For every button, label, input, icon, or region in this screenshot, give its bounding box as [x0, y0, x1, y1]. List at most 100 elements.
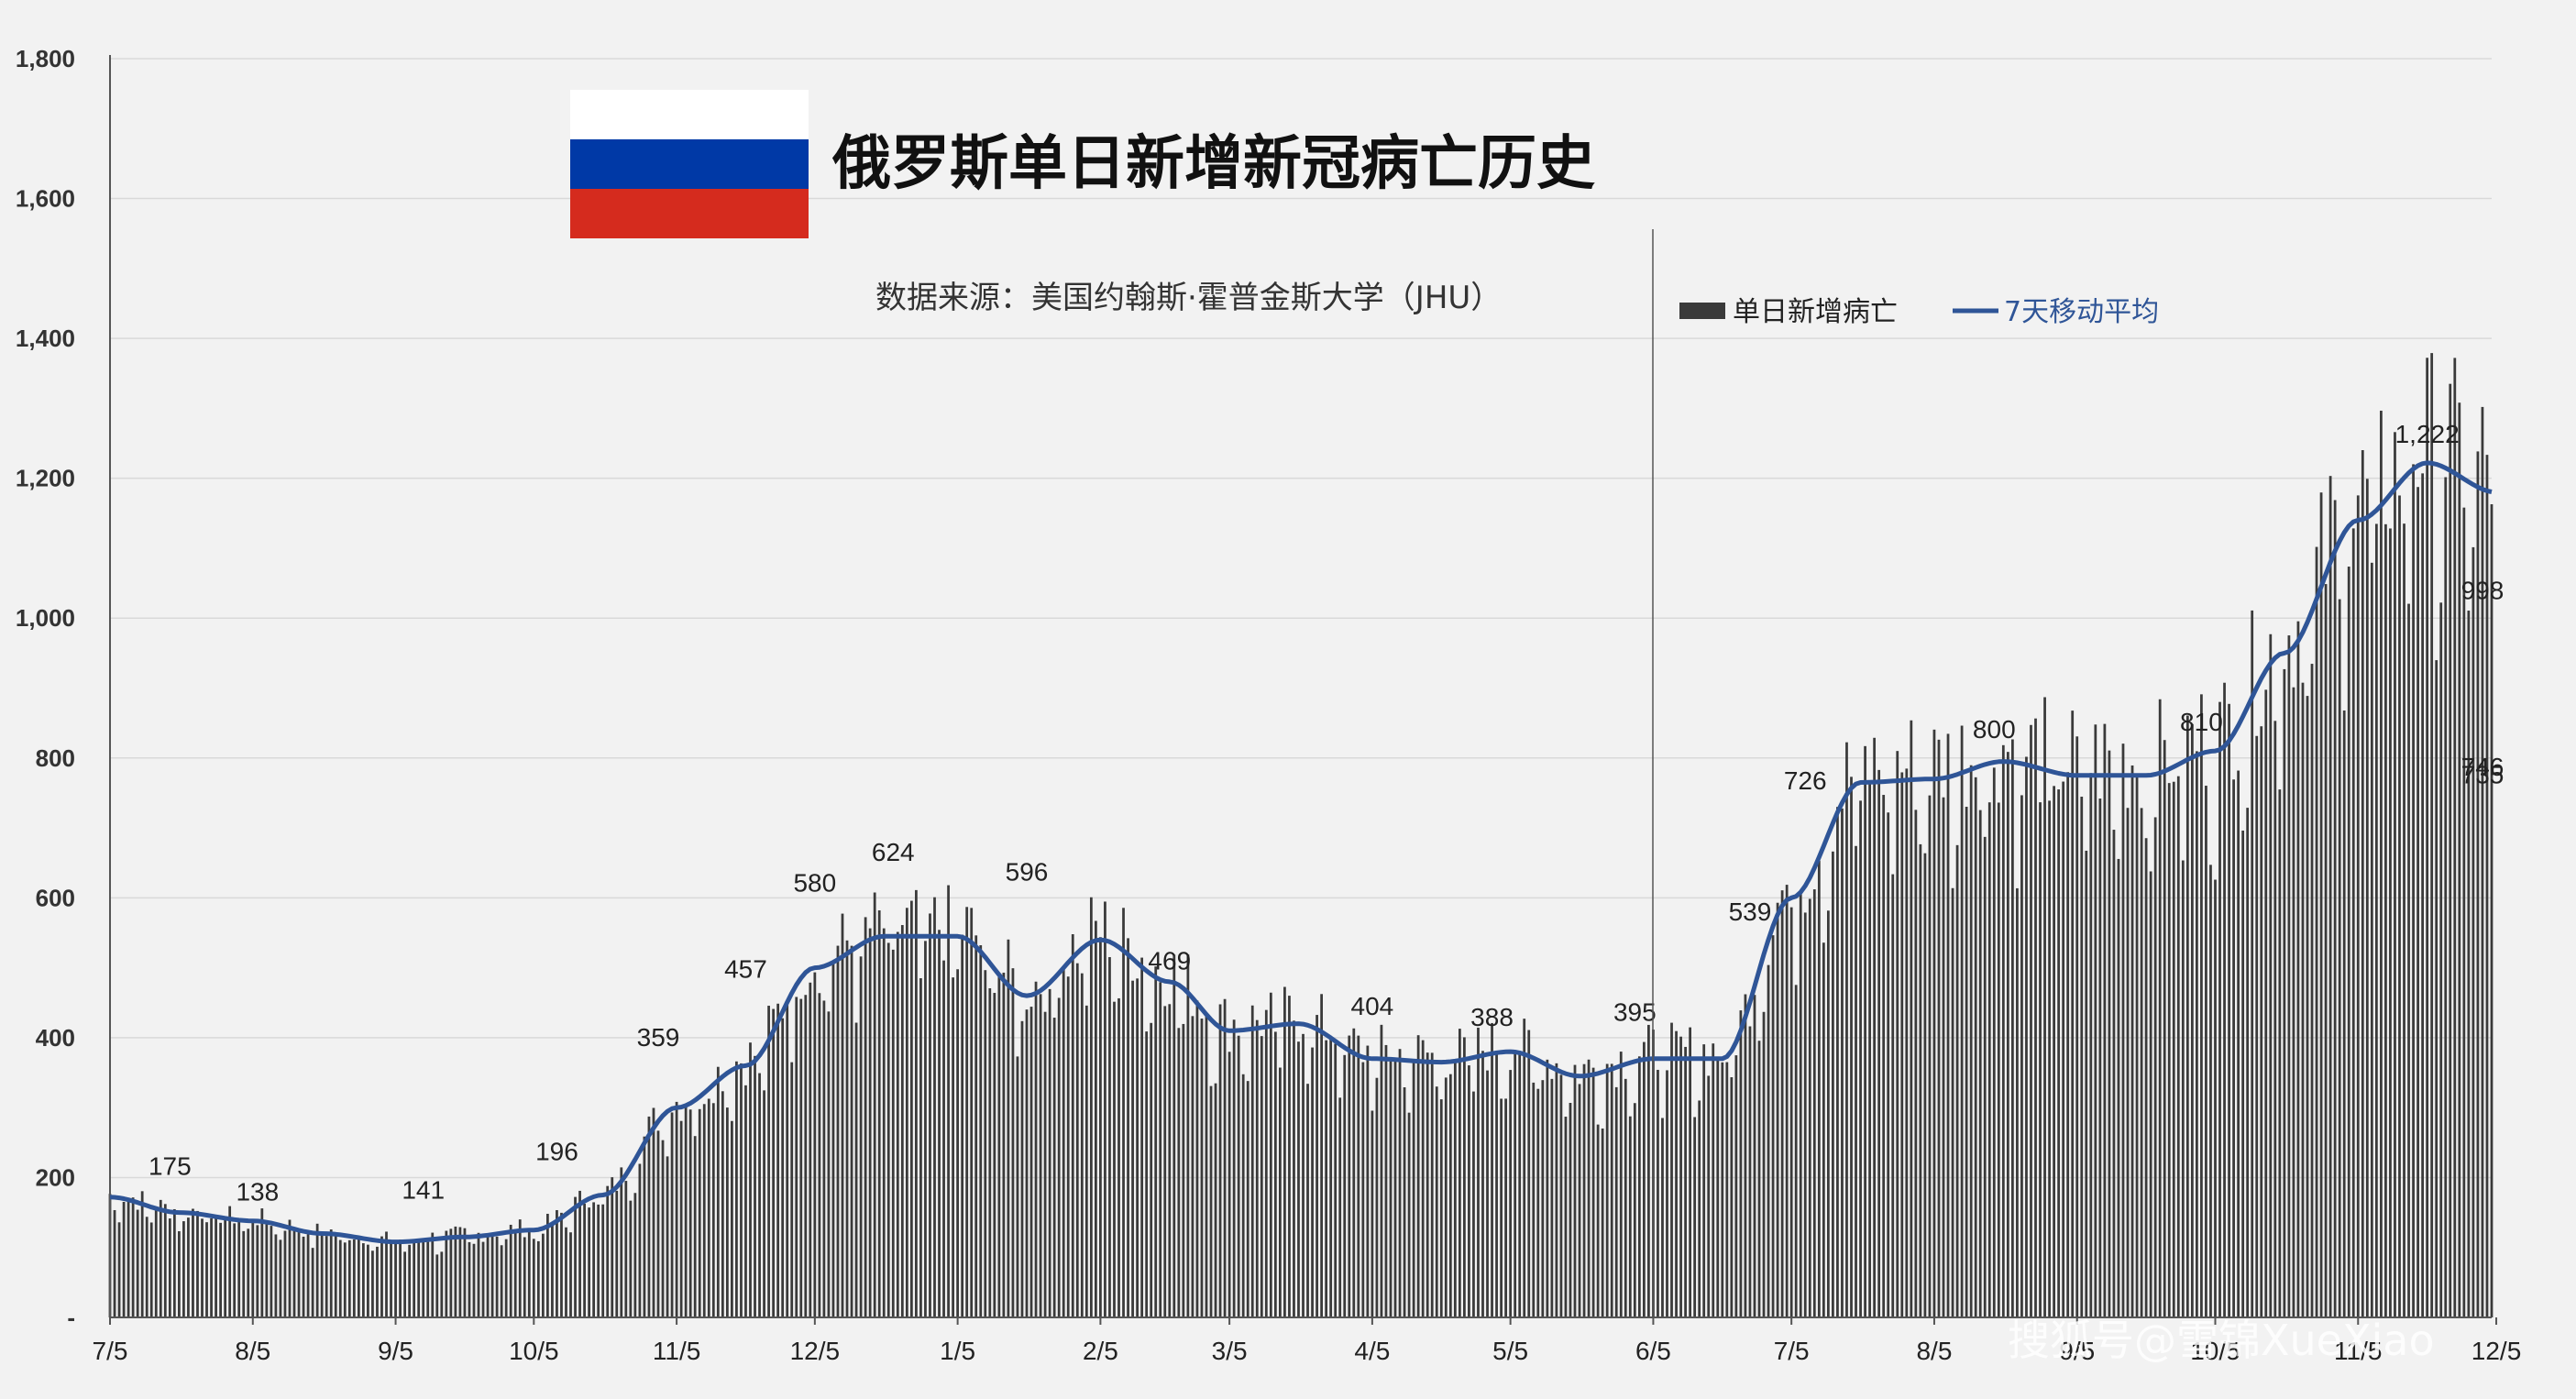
daily-bar — [1762, 1011, 1766, 1317]
daily-bar — [2237, 770, 2240, 1317]
daily-bar — [1052, 1018, 1056, 1317]
daily-bar — [1702, 1044, 1706, 1317]
x-tick-label: 12/5 — [2471, 1337, 2522, 1365]
daily-bar — [776, 1003, 780, 1317]
daily-bar — [905, 908, 908, 1317]
daily-bar — [1486, 1070, 1489, 1317]
daily-bar — [159, 1199, 162, 1317]
daily-bar — [2380, 410, 2383, 1317]
daily-bar — [219, 1222, 222, 1317]
daily-bar — [1900, 772, 1904, 1317]
daily-bar — [1145, 1031, 1149, 1317]
daily-bar — [2080, 796, 2084, 1317]
daily-bar — [845, 940, 849, 1317]
daily-bar — [2048, 800, 2051, 1317]
daily-bar — [643, 1136, 646, 1317]
daily-bar — [1657, 1069, 1659, 1317]
daily-bar — [1269, 992, 1272, 1317]
daily-bar — [1177, 1028, 1181, 1317]
daily-bar — [822, 1000, 826, 1317]
daily-bar — [399, 1239, 402, 1317]
daily-bar — [2439, 602, 2443, 1317]
daily-bar — [274, 1234, 278, 1317]
x-tick-label: 7/5 — [93, 1337, 128, 1365]
daily-bar — [2089, 773, 2093, 1317]
daily-bar — [1316, 1015, 1318, 1317]
daily-bar — [394, 1240, 397, 1317]
daily-bar — [772, 1008, 776, 1317]
daily-bar — [666, 1156, 669, 1317]
ma-line — [109, 460, 2493, 1245]
daily-bar — [177, 1230, 181, 1317]
daily-bar — [1955, 844, 1959, 1317]
daily-bar — [1969, 765, 1973, 1317]
daily-bar — [357, 1236, 360, 1317]
daily-bar — [490, 1234, 494, 1317]
daily-bar — [1329, 1038, 1333, 1317]
daily-bar — [854, 1022, 858, 1317]
x-tick-label: 8/5 — [235, 1337, 270, 1365]
daily-bar — [952, 977, 954, 1317]
daily-bar — [1661, 1118, 1664, 1317]
daily-bar — [1987, 802, 1991, 1317]
daily-bar — [1343, 1054, 1347, 1317]
daily-bar — [675, 1101, 678, 1317]
daily-bar — [1527, 1030, 1531, 1317]
daily-bar — [408, 1244, 412, 1317]
daily-bar — [813, 972, 817, 1317]
daily-bar — [205, 1222, 208, 1317]
x-tick-label: 10/5 — [2190, 1337, 2240, 1365]
daily-bar — [744, 1085, 747, 1317]
daily-bar — [2232, 779, 2235, 1317]
daily-bar — [1426, 1052, 1429, 1317]
daily-bar — [1514, 1052, 1517, 1317]
daily-bar — [2209, 865, 2212, 1317]
daily-bar — [2112, 830, 2116, 1317]
daily-bar — [988, 987, 992, 1317]
daily-bar — [601, 1204, 605, 1317]
daily-bar — [1536, 1088, 1540, 1317]
y-tick-label: 400 — [36, 1024, 75, 1052]
daily-bar — [168, 1218, 171, 1317]
data-label: 469 — [1148, 946, 1191, 975]
daily-bar — [1209, 1085, 1213, 1317]
daily-bar — [1642, 1041, 1646, 1317]
daily-bar — [2066, 772, 2070, 1317]
daily-bar — [1375, 1077, 1379, 1317]
daily-bar — [2185, 715, 2189, 1317]
daily-bar — [1712, 1043, 1715, 1317]
daily-bar — [2196, 751, 2198, 1317]
daily-bar — [306, 1234, 310, 1317]
daily-bar — [2135, 773, 2139, 1317]
daily-bar — [721, 1091, 724, 1317]
daily-bar — [670, 1112, 674, 1317]
daily-bar — [1739, 1010, 1743, 1317]
daily-bar — [2467, 611, 2471, 1317]
daily-bar — [1859, 800, 1862, 1317]
flag-stripe-white — [570, 90, 809, 139]
daily-bar — [2278, 789, 2282, 1317]
daily-bar — [1122, 908, 1125, 1317]
y-tick-label: 1,600 — [16, 185, 75, 213]
daily-bar — [652, 1107, 655, 1317]
daily-bar — [228, 1206, 232, 1317]
daily-bar — [1832, 851, 1834, 1317]
daily-bar — [2333, 500, 2337, 1317]
daily-bar — [993, 993, 996, 1317]
daily-bar — [1293, 1020, 1295, 1317]
daily-bar — [2062, 781, 2065, 1317]
daily-bar — [2241, 830, 2245, 1317]
daily-bar — [859, 956, 863, 1317]
daily-bar — [1601, 1128, 1604, 1317]
y-tick-label: - — [67, 1304, 75, 1331]
daily-bar — [886, 942, 890, 1317]
daily-bar — [725, 1107, 729, 1317]
daily-bar — [1509, 1070, 1513, 1317]
daily-bar — [2324, 584, 2328, 1317]
data-label: 141 — [402, 1175, 445, 1204]
daily-bar — [302, 1236, 305, 1317]
daily-bar — [2384, 523, 2387, 1317]
daily-bar — [1550, 1078, 1554, 1317]
daily-bar — [237, 1218, 241, 1317]
daily-bar — [1914, 810, 1918, 1317]
